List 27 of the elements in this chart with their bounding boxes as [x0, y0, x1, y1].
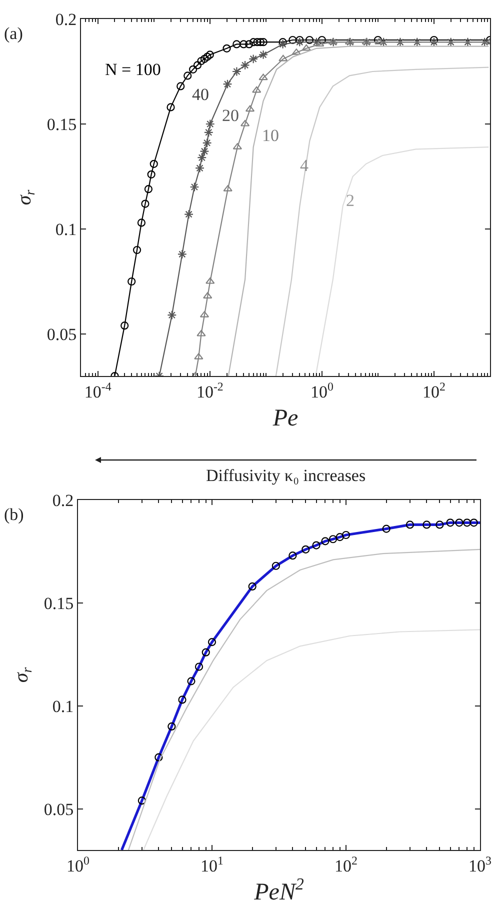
x-tick-label: 10$^{-4}$: [84, 379, 112, 402]
x-tick-label: 10$^{2}$: [422, 379, 446, 402]
text: (a): [4, 24, 23, 43]
annotation: 40: [192, 85, 209, 104]
annotation: 20: [222, 106, 239, 125]
x-axis-title: Pe: [272, 406, 299, 432]
x-tick-label: 10$^{2}$: [334, 853, 358, 876]
annotation: 4: [300, 156, 309, 175]
x-tick-label: 10$^{0}$: [66, 853, 90, 876]
text: Diffusivity κ₀ increases: [206, 466, 366, 485]
y-tick-label: 0.2: [55, 10, 77, 29]
y-tick-label: 0.1: [55, 220, 77, 239]
x-tick-label: 10$^{0}$: [310, 379, 334, 402]
annotation: N = 100: [105, 60, 161, 79]
x-tick-label: 10$^{3}$: [468, 853, 492, 876]
y-tick-label: 0.1: [52, 696, 74, 716]
x-tick-label: 10$^{-2}$: [196, 379, 224, 402]
annotation: 10: [262, 126, 279, 145]
y-tick-label: 0.15: [46, 114, 77, 134]
x-tick-label: 10$^{1}$: [200, 853, 224, 876]
x-axis-title: PeN$^{2}$: [253, 874, 304, 906]
y-tick-label: 0.2: [52, 490, 74, 510]
text: (b): [4, 505, 24, 524]
annotation: 2: [346, 191, 354, 210]
y-tick-label: 0.15: [44, 594, 74, 613]
y-tick-label: 0.05: [46, 324, 77, 344]
y-tick-label: 0.05: [44, 800, 74, 819]
